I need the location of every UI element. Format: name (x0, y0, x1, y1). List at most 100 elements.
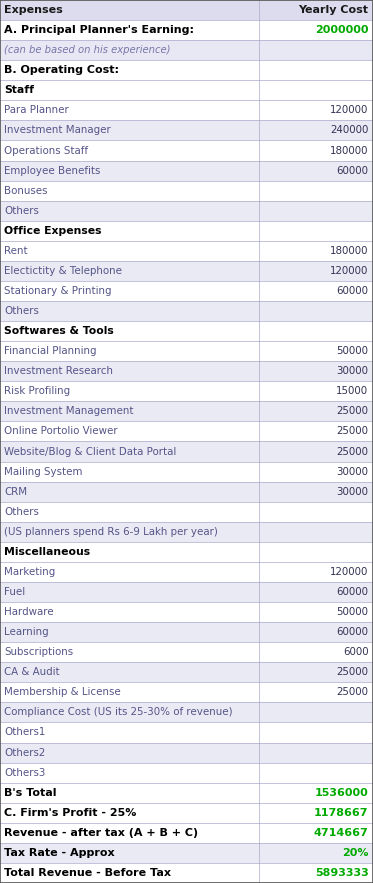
Bar (0, 562, 373, 582)
Text: Learning: Learning (4, 627, 49, 638)
Text: 120000: 120000 (330, 567, 369, 577)
Text: Online Portolio Viewer: Online Portolio Viewer (4, 426, 118, 436)
Bar (0, 381, 373, 402)
Text: Fuel: Fuel (4, 587, 26, 597)
Text: 120000: 120000 (330, 105, 369, 116)
Text: Others3: Others3 (4, 767, 46, 778)
Text: Others2: Others2 (4, 748, 46, 758)
Text: 240000: 240000 (330, 125, 369, 135)
Text: Others: Others (4, 206, 39, 215)
Bar (0, 421, 373, 442)
Text: Others: Others (4, 306, 39, 316)
Text: Tax Rate - Approx: Tax Rate - Approx (4, 848, 115, 858)
Bar (0, 582, 373, 602)
Bar (0, 20, 373, 40)
Bar (0, 281, 373, 301)
Bar (0, 361, 373, 381)
Text: CA & Audit: CA & Audit (4, 668, 60, 677)
Text: 50000: 50000 (336, 346, 369, 356)
Bar (0, 662, 373, 683)
Text: Others1: Others1 (4, 728, 46, 737)
Bar (0, 80, 373, 101)
Text: 30000: 30000 (336, 466, 369, 477)
Text: 25000: 25000 (336, 447, 369, 457)
Bar (0, 40, 373, 60)
Text: 60000: 60000 (336, 286, 369, 296)
Text: Compliance Cost (US its 25-30% of revenue): Compliance Cost (US its 25-30% of revenu… (4, 707, 233, 717)
Bar (0, 743, 373, 763)
Text: Staff: Staff (4, 86, 34, 95)
Bar (0, 522, 373, 542)
Text: 25000: 25000 (336, 406, 369, 417)
Text: 180000: 180000 (330, 245, 369, 256)
Text: 2000000: 2000000 (315, 25, 369, 35)
Bar (0, 241, 373, 260)
Text: 20%: 20% (342, 848, 369, 858)
Text: (can be based on his experience): (can be based on his experience) (4, 45, 171, 55)
Text: Investment Research: Investment Research (4, 366, 113, 376)
Bar (0, 140, 373, 161)
Text: Website/Blog & Client Data Portal: Website/Blog & Client Data Portal (4, 447, 177, 457)
Bar (0, 623, 373, 642)
Text: Subscriptions: Subscriptions (4, 647, 73, 657)
Bar (0, 863, 373, 883)
Bar (0, 260, 373, 281)
Text: (US planners spend Rs 6-9 Lakh per year): (US planners spend Rs 6-9 Lakh per year) (4, 527, 218, 537)
Bar (0, 442, 373, 462)
Text: Expenses: Expenses (4, 5, 63, 15)
Text: Stationary & Printing: Stationary & Printing (4, 286, 112, 296)
Bar (0, 221, 373, 241)
Bar (0, 200, 373, 221)
Text: 25000: 25000 (336, 668, 369, 677)
Text: Miscellaneous: Miscellaneous (4, 547, 91, 557)
Text: CRM: CRM (4, 487, 28, 496)
Bar (0, 782, 373, 803)
Text: Rent: Rent (4, 245, 28, 256)
Text: 25000: 25000 (336, 426, 369, 436)
Bar (0, 0, 373, 20)
Text: C. Firm's Profit - 25%: C. Firm's Profit - 25% (4, 808, 137, 818)
Text: B. Operating Cost:: B. Operating Cost: (4, 65, 119, 75)
Text: A. Principal Planner's Earning:: A. Principal Planner's Earning: (4, 25, 194, 35)
Bar (0, 722, 373, 743)
Bar (0, 181, 373, 200)
Text: Hardware: Hardware (4, 608, 54, 617)
Text: 30000: 30000 (336, 487, 369, 496)
Text: 5893333: 5893333 (315, 868, 369, 878)
Text: Softwares & Tools: Softwares & Tools (4, 326, 114, 336)
Text: Yearly Cost: Yearly Cost (298, 5, 369, 15)
Text: 30000: 30000 (336, 366, 369, 376)
Bar (0, 803, 373, 823)
Bar (0, 481, 373, 502)
Bar (0, 763, 373, 782)
Text: 1536000: 1536000 (315, 788, 369, 797)
Bar (0, 602, 373, 623)
Bar (0, 702, 373, 722)
Text: Operations Staff: Operations Staff (4, 146, 88, 155)
Text: 60000: 60000 (336, 587, 369, 597)
Text: Office Expenses: Office Expenses (4, 226, 102, 236)
Text: Investment Management: Investment Management (4, 406, 134, 417)
Text: 15000: 15000 (336, 387, 369, 396)
Bar (0, 101, 373, 120)
Text: 120000: 120000 (330, 266, 369, 275)
Text: 60000: 60000 (336, 166, 369, 176)
Text: 4714667: 4714667 (314, 828, 369, 838)
Text: Para Planner: Para Planner (4, 105, 69, 116)
Text: Membership & License: Membership & License (4, 687, 121, 698)
Text: Investment Manager: Investment Manager (4, 125, 111, 135)
Text: Financial Planning: Financial Planning (4, 346, 97, 356)
Text: Mailing System: Mailing System (4, 466, 83, 477)
Text: Electictity & Telephone: Electictity & Telephone (4, 266, 122, 275)
Bar (0, 683, 373, 702)
Bar (0, 301, 373, 321)
Text: Employee Benefits: Employee Benefits (4, 166, 101, 176)
Bar (0, 823, 373, 843)
Bar (0, 642, 373, 662)
Text: Others: Others (4, 507, 39, 517)
Bar (0, 161, 373, 181)
Bar (0, 542, 373, 562)
Bar (0, 60, 373, 80)
Text: Risk Profiling: Risk Profiling (4, 387, 70, 396)
Text: B's Total: B's Total (4, 788, 57, 797)
